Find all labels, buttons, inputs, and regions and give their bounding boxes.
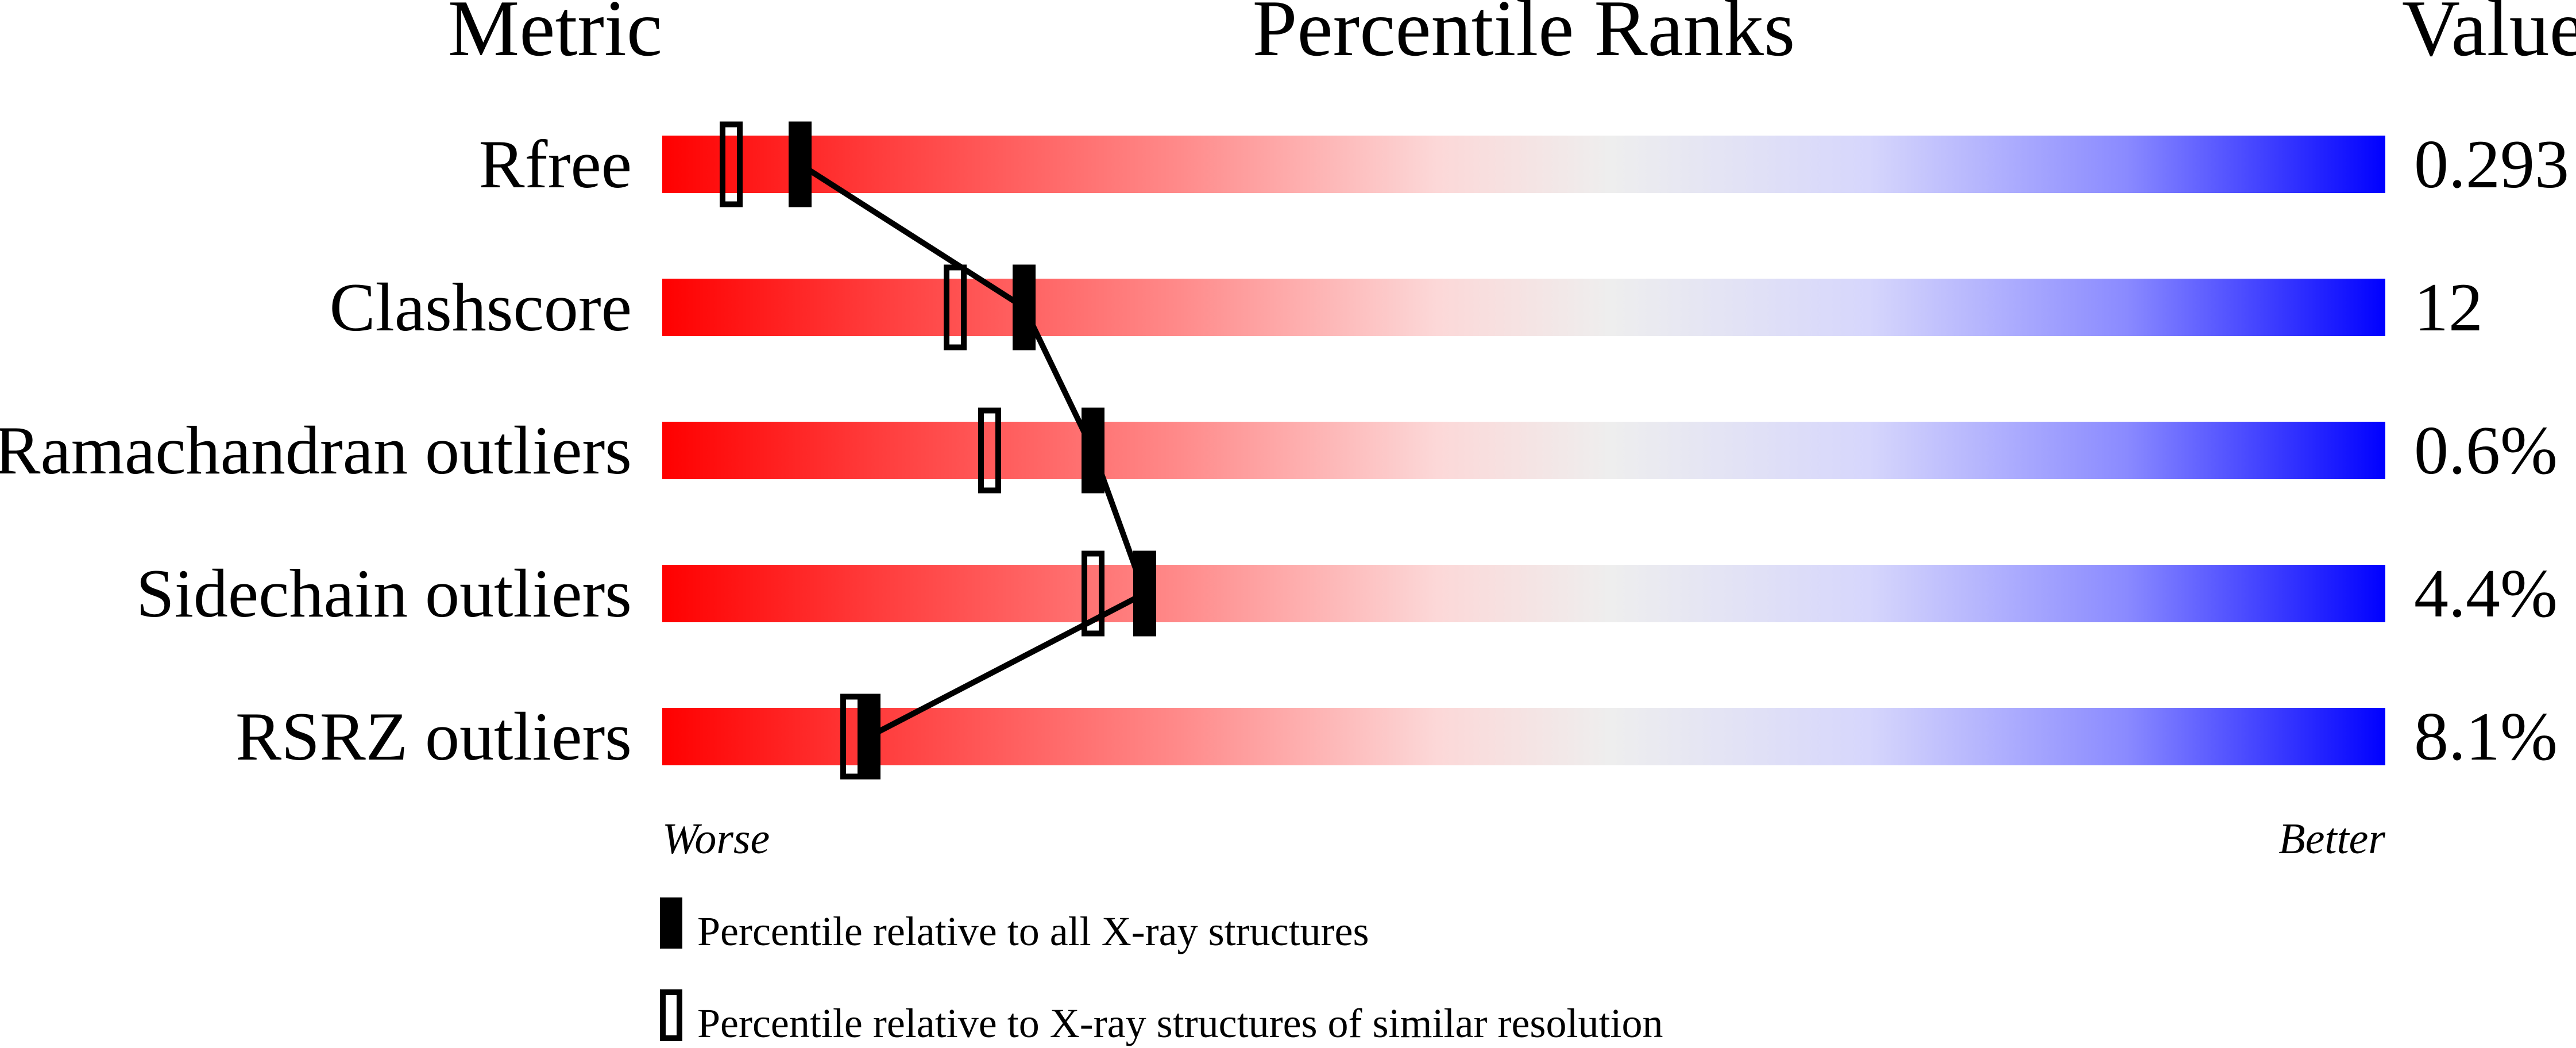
legend-similar-resolution: Percentile relative to X-ray structures … — [697, 1000, 1663, 1046]
metric-row: Clashscore 12 — [329, 269, 2483, 345]
percentile-markers — [720, 121, 1156, 780]
metric-value: 12 — [2414, 269, 2483, 345]
all-structures-percentile-marker — [1133, 550, 1156, 637]
all-structures-percentile-marker — [1013, 264, 1036, 350]
legend-open-marker-icon — [660, 989, 682, 1041]
percentile-gradient-bar — [662, 422, 2385, 479]
all-structures-percentile-marker — [789, 121, 812, 207]
all-structures-percentile-marker — [1082, 407, 1104, 494]
axis-label-better: Better — [2278, 815, 2385, 863]
similar-resolution-percentile-marker — [1082, 550, 1104, 637]
header-metric: Metric — [448, 0, 662, 73]
metric-rows: Rfree 0.293 Clashscore 12 Ramachandran outli… — [0, 126, 2569, 775]
metric-label: Clashscore — [329, 269, 632, 345]
metric-label: Ramachandran outliers — [0, 412, 632, 488]
metric-row: RSRZ outliers 8.1% — [235, 698, 2558, 775]
metric-label: Rfree — [479, 126, 632, 202]
similar-resolution-percentile-marker — [944, 264, 967, 350]
metric-value: 8.1% — [2414, 698, 2558, 775]
header-value: Value — [2402, 0, 2576, 73]
metric-label: Sidechain outliers — [136, 555, 632, 631]
metric-row: Ramachandran outliers 0.6% — [0, 412, 2558, 488]
all-structures-percentile-marker — [858, 693, 880, 780]
metric-label: RSRZ outliers — [235, 698, 632, 775]
metric-value: 4.4% — [2414, 555, 2558, 631]
legend-filled-marker-icon — [660, 897, 682, 949]
header-percentile-ranks: Percentile Ranks — [1253, 0, 1795, 73]
metric-value: 0.293 — [2414, 126, 2569, 202]
percentile-gradient-bar — [662, 279, 2385, 336]
percentile-gradient-bar — [662, 565, 2385, 622]
percentile-gradient-bar — [662, 708, 2385, 765]
similar-resolution-percentile-marker — [720, 121, 743, 207]
metric-row: Sidechain outliers 4.4% — [136, 555, 2558, 631]
axis-label-worse: Worse — [662, 815, 770, 863]
metric-value: 0.6% — [2414, 412, 2558, 488]
legend-all-structures: Percentile relative to all X-ray structu… — [697, 908, 1369, 954]
similar-resolution-percentile-marker — [978, 407, 1001, 494]
metric-row: Rfree 0.293 — [479, 126, 2569, 202]
percentile-gradient-bar — [662, 136, 2385, 193]
